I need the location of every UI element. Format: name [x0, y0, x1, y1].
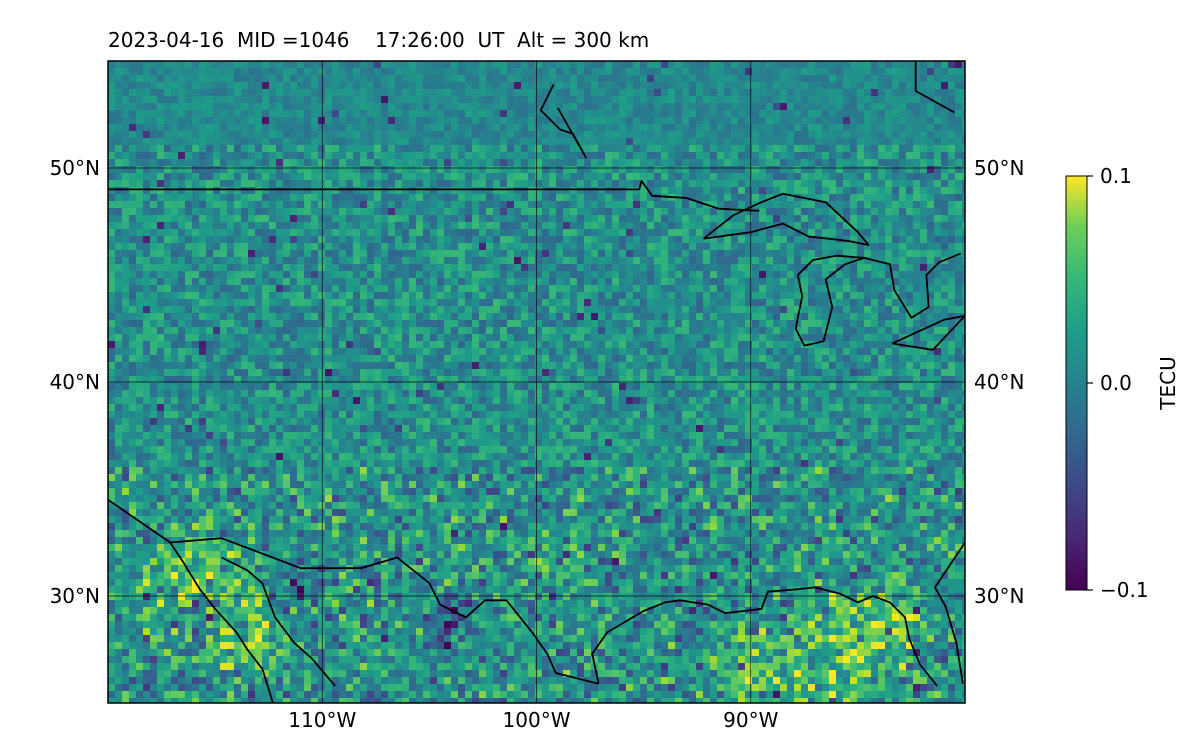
- border-lake-superior: [703, 192, 870, 246]
- lat-tick-label-right: 50°N: [974, 156, 1024, 180]
- lon-tick-label: 100°W: [503, 708, 571, 732]
- border-mexico: [108, 498, 599, 685]
- lon-tick-label: 90°W: [723, 708, 778, 732]
- tec-heatmap: [108, 61, 965, 703]
- border-gulf-coast: [591, 586, 938, 687]
- colorbar-tick-label: 0.0: [1100, 371, 1132, 395]
- border-lake-michigan: [794, 254, 866, 347]
- lat-tick-label-right: 30°N: [974, 584, 1024, 608]
- border-lake-huron: [864, 252, 962, 319]
- colorbar-ticks: 0.1 0.0 −0.1: [1087, 164, 1149, 602]
- border-baja: [169, 541, 274, 703]
- border-labrador: [914, 61, 955, 114]
- lon-tick-label: 110°W: [288, 708, 356, 732]
- lat-tick-label-right: 40°N: [974, 370, 1024, 394]
- colorbar-gradient: [1065, 175, 1088, 591]
- border-lake-erie: [891, 314, 965, 351]
- border-hudson: [539, 84, 587, 159]
- lat-tick-label-left: 30°N: [50, 584, 100, 608]
- gridlines: [108, 61, 965, 703]
- border-us-canada: [108, 179, 760, 212]
- border-sonora: [221, 556, 336, 687]
- colorbar-tick-label: −0.1: [1100, 578, 1149, 602]
- border-florida-east: [934, 542, 965, 684]
- coastlines-borders: [108, 61, 965, 703]
- tec-map-plot: [108, 61, 965, 703]
- lat-tick-label-left: 40°N: [50, 370, 100, 394]
- colorbar: 0.1 0.0 −0.1 TECU: [1065, 164, 1180, 602]
- axis-labels: 110°W 100°W 90°W 30°N 30°N 40°N 40°N 50°N 50°N: [50, 156, 1025, 732]
- map-title: 2023-04-16 MID =1046 17:26:00 UT Alt = 3…: [108, 28, 650, 52]
- plot-frame: [107, 60, 966, 704]
- colorbar-tick-label: 0.1: [1100, 164, 1132, 188]
- lat-tick-label-left: 50°N: [50, 156, 100, 180]
- colorbar-label: TECU: [1156, 356, 1180, 410]
